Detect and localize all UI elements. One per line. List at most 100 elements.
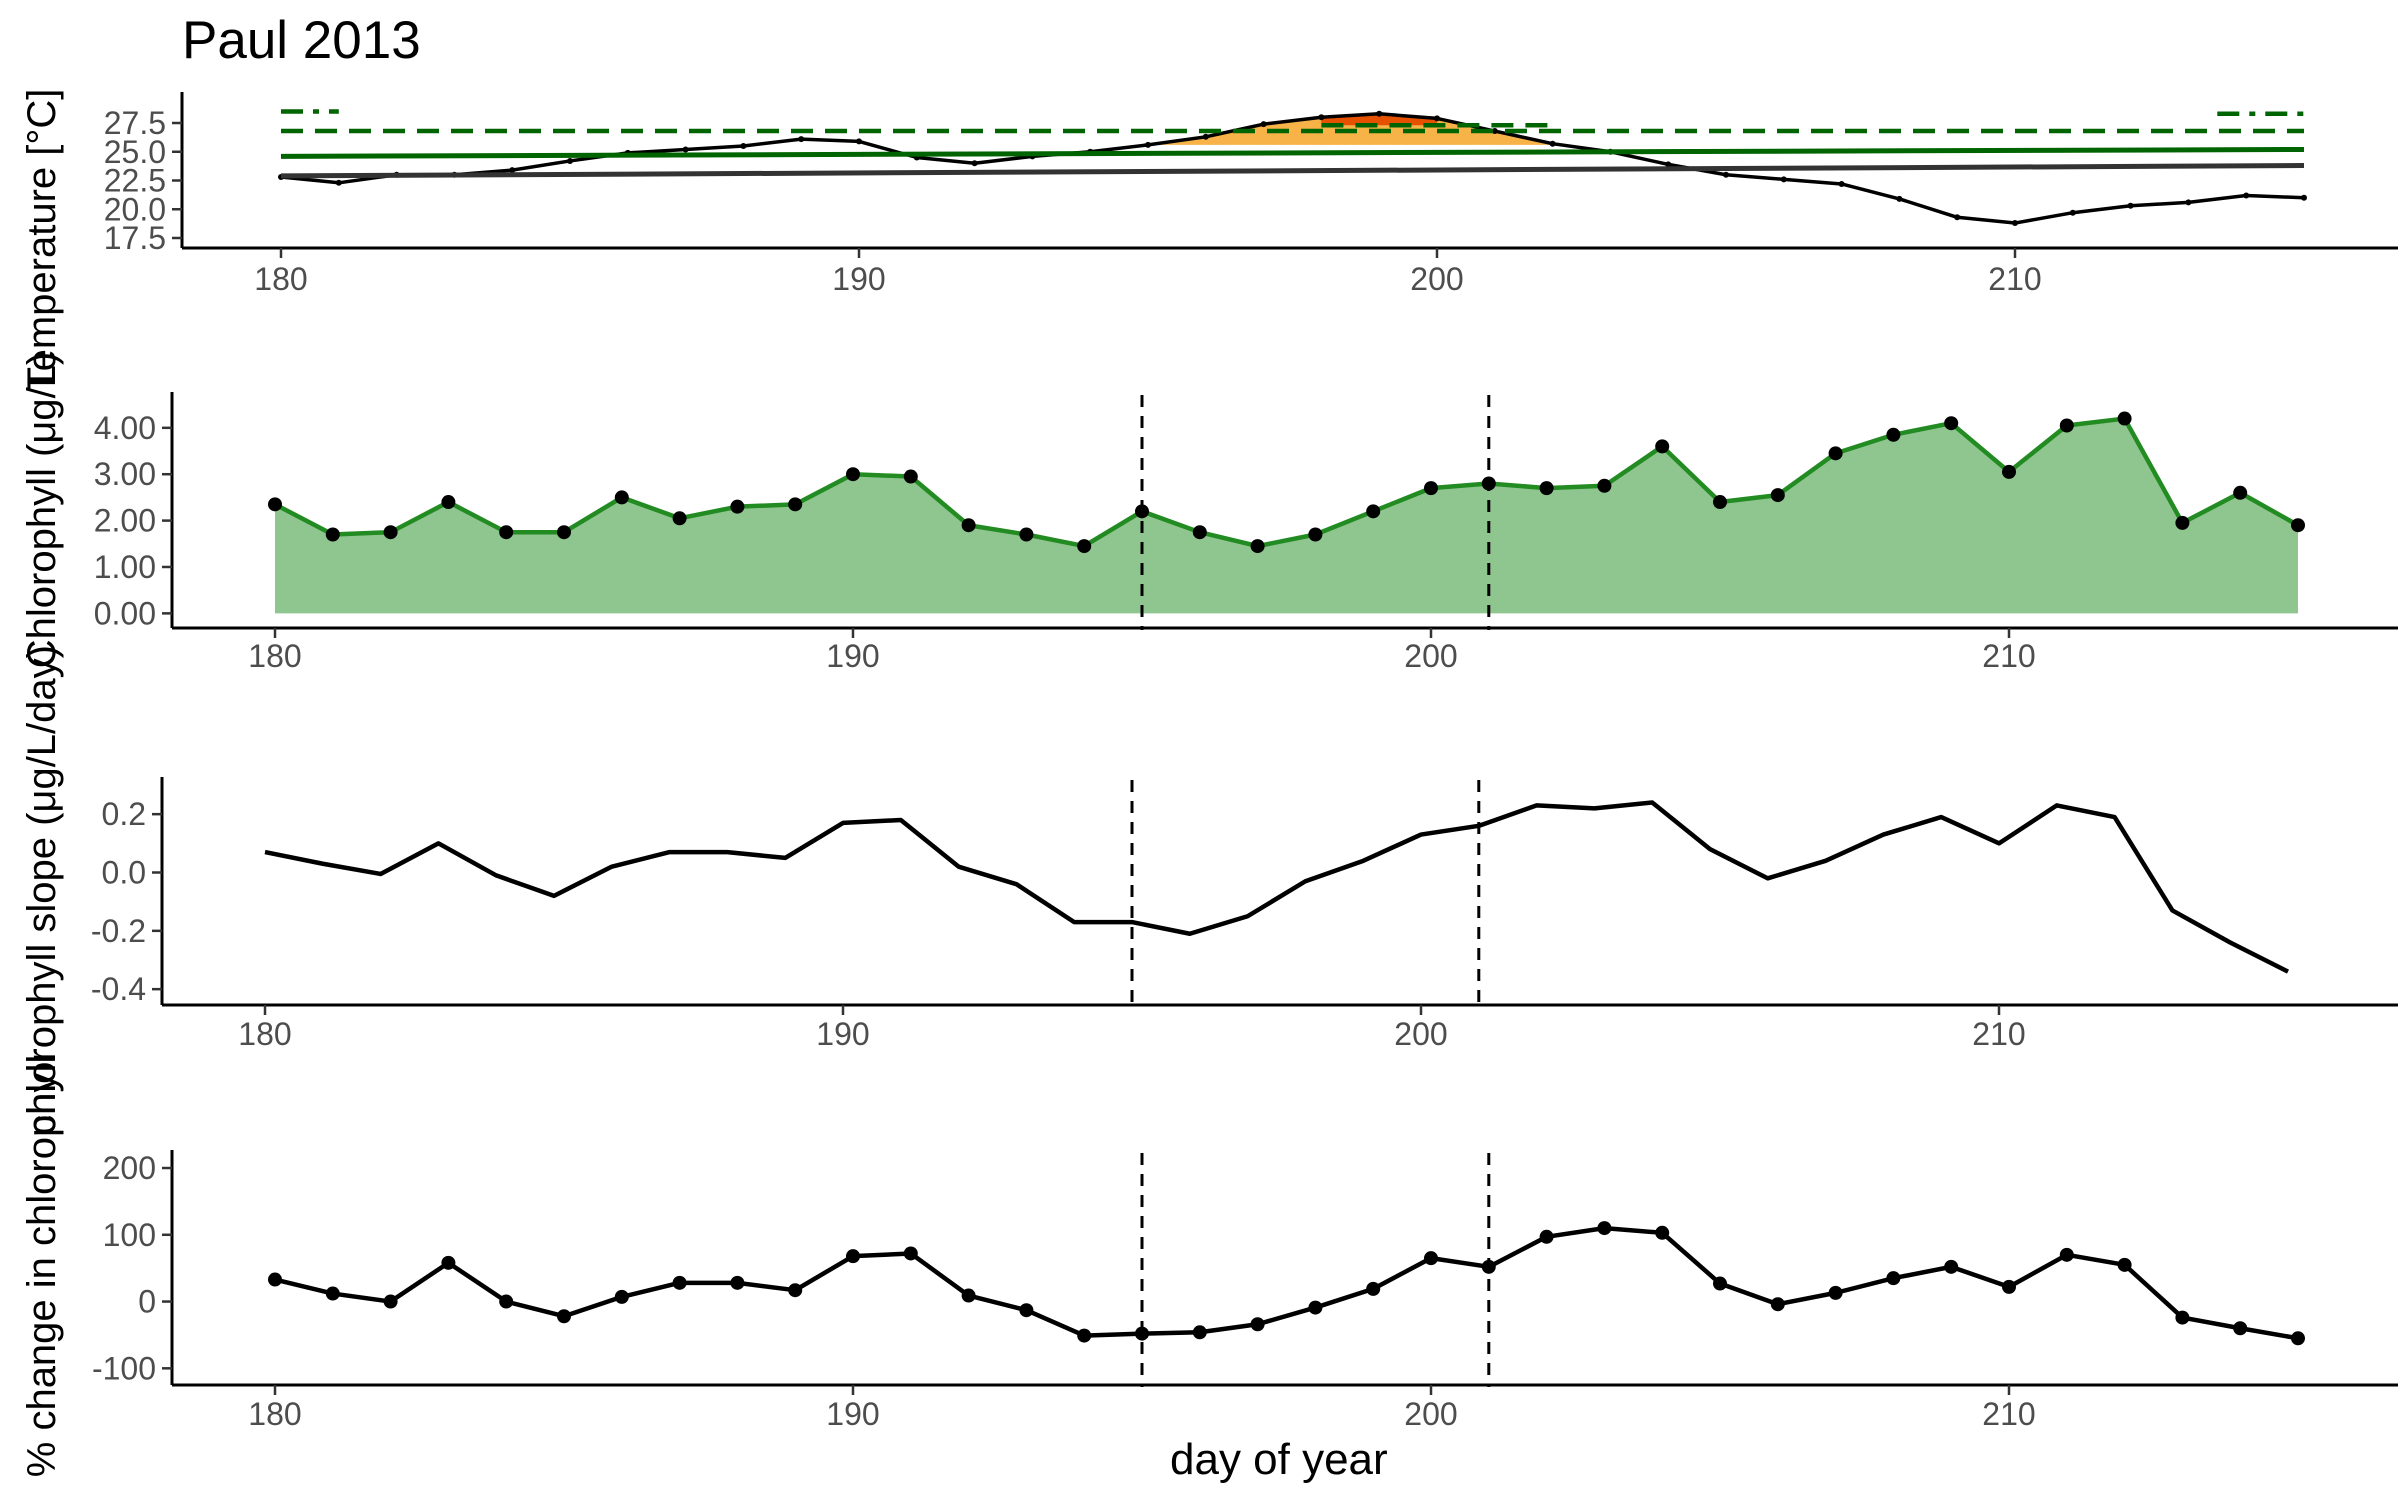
data-point xyxy=(2243,192,2250,199)
data-point xyxy=(846,1249,860,1264)
data-point xyxy=(961,1288,976,1303)
data-point xyxy=(1077,1328,1092,1343)
data-point xyxy=(2012,220,2018,227)
data-point xyxy=(1713,495,1727,510)
x-tick-label: 190 xyxy=(826,638,879,674)
x-axis-label: day of year xyxy=(1170,1435,1388,1484)
x-tick-label: 180 xyxy=(248,1396,301,1432)
x-tick-label: 200 xyxy=(1404,638,1457,674)
y-tick-label: 22.5 xyxy=(104,163,166,199)
data-point xyxy=(2117,411,2132,426)
series-line-2 xyxy=(280,163,2305,179)
data-point xyxy=(1886,427,1901,442)
data-point xyxy=(682,146,689,153)
data-point xyxy=(1597,478,1612,493)
series-line-1 xyxy=(273,416,2300,549)
y-tick-label: 100 xyxy=(103,1217,156,1253)
data-point xyxy=(961,518,976,533)
y-tick-label: 25.0 xyxy=(104,134,166,170)
data-point xyxy=(614,1289,629,1304)
panel-1: 180 190 200 210 17.520.022.525.027.5 Temperat… xyxy=(20,89,2398,392)
data-point xyxy=(2233,485,2248,500)
data-point xyxy=(1491,128,1498,135)
y-tick-label: 27.5 xyxy=(104,105,166,141)
data-point xyxy=(1723,171,1729,178)
data-point xyxy=(2175,515,2190,530)
data-point xyxy=(1260,121,1267,128)
data-point xyxy=(730,1275,745,1290)
data-point xyxy=(1886,1271,1901,1286)
data-point xyxy=(1597,1221,1612,1236)
data-point xyxy=(1655,439,1670,454)
series-line-3 xyxy=(280,146,2305,159)
chart-title: Paul 2013 xyxy=(182,11,421,70)
data-point xyxy=(1308,527,1323,542)
data-point xyxy=(1954,214,1961,221)
data-point xyxy=(1539,481,1554,496)
data-point xyxy=(730,499,745,514)
data-point xyxy=(1077,539,1092,554)
x-tick-label: 210 xyxy=(1982,1396,2035,1432)
x-tick-label: 190 xyxy=(826,1396,879,1432)
data-point xyxy=(740,143,747,149)
panel-4: 180 190 200 210 -100 0 100 200 % change in chlor… xyxy=(20,1055,2398,1477)
data-point xyxy=(1780,176,1787,183)
data-point xyxy=(567,157,573,164)
y-tick-label: 200 xyxy=(103,1150,156,1186)
x-tick-label: 190 xyxy=(816,1016,869,1052)
data-point xyxy=(614,490,629,505)
data-point xyxy=(383,525,398,540)
y-tick-label: 4.00 xyxy=(94,410,156,446)
data-point xyxy=(441,1255,456,1270)
data-point xyxy=(1665,161,1672,168)
data-point xyxy=(903,1246,918,1261)
data-point xyxy=(2059,1247,2074,1262)
series-area-fill xyxy=(275,418,2298,614)
data-point xyxy=(798,136,805,143)
data-point xyxy=(903,469,918,484)
data-point xyxy=(268,497,282,512)
data-point xyxy=(441,495,456,510)
x-tick-label: 210 xyxy=(1972,1016,2025,1052)
data-point xyxy=(1192,525,1207,540)
data-point xyxy=(1713,1276,1727,1291)
data-point xyxy=(846,467,860,482)
data-point xyxy=(1770,1297,1785,1312)
data-point xyxy=(2002,1279,2016,1294)
y-tick-label: -100 xyxy=(92,1350,156,1386)
data-point xyxy=(499,525,514,540)
data-point xyxy=(1250,1317,1265,1332)
data-point xyxy=(1366,504,1381,519)
data-point xyxy=(672,1275,687,1290)
x-tick-label: 200 xyxy=(1410,261,1463,297)
x-tick-label: 200 xyxy=(1394,1016,1447,1052)
data-point xyxy=(557,1309,571,1324)
series-line-1 xyxy=(264,800,2290,974)
data-point xyxy=(1192,1325,1207,1340)
data-point xyxy=(383,1294,398,1309)
data-point xyxy=(1434,115,1440,122)
data-point xyxy=(1828,1285,1843,1300)
data-point xyxy=(2301,194,2307,201)
y-tick-label: -0.4 xyxy=(91,971,146,1007)
data-point xyxy=(1145,141,1151,148)
data-point xyxy=(856,138,862,145)
data-point xyxy=(1896,195,1903,202)
data-point xyxy=(1944,416,1959,431)
y-axis-label: Temperature [°C] xyxy=(20,89,64,392)
y-tick-label: 20.0 xyxy=(104,191,166,227)
data-point xyxy=(335,179,342,186)
x-tick-label: 190 xyxy=(832,261,885,297)
x-tick-label: 200 xyxy=(1404,1396,1457,1432)
data-point xyxy=(1019,1303,1034,1318)
data-point xyxy=(672,511,687,526)
data-point xyxy=(971,160,978,167)
data-point xyxy=(1944,1259,1959,1274)
data-point xyxy=(2117,1257,2132,1272)
data-point xyxy=(2291,1331,2305,1346)
y-axis-label: % change in chlorophyll xyxy=(20,1055,64,1477)
data-point xyxy=(1549,140,1556,147)
panel-2: 180 190 200 210 0.00 1.00 2.00 3.00 4.00 Chloroph… xyxy=(20,352,2398,674)
y-tick-label: 0.00 xyxy=(94,595,156,631)
data-point xyxy=(1308,1300,1323,1315)
